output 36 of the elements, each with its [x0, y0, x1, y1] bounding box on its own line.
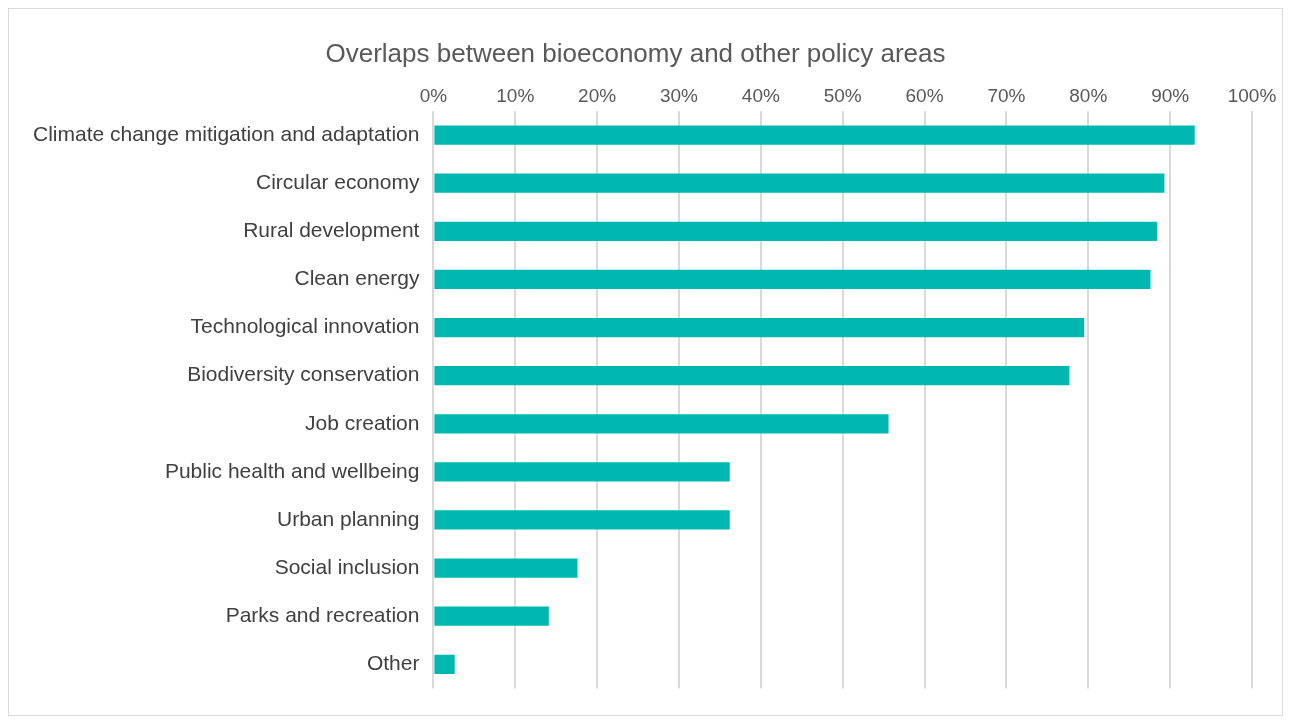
- y-tick-label: Technological innovation: [190, 314, 420, 338]
- y-tick-label: Clean energy: [294, 266, 420, 290]
- bar: [434, 606, 549, 626]
- y-tick-label: Biodiversity conservation: [187, 362, 420, 386]
- x-tick-label: 10%: [496, 84, 535, 106]
- x-tick-label: 0%: [419, 84, 448, 106]
- bar: [434, 125, 1195, 145]
- y-tick-label: Rural development: [243, 218, 420, 242]
- x-tick-label: 20%: [578, 84, 617, 106]
- bar: [434, 654, 455, 674]
- x-tick-label: 100%: [1227, 84, 1277, 106]
- bar: [434, 558, 578, 578]
- x-tick-label: 50%: [823, 84, 862, 106]
- bar: [434, 317, 1085, 338]
- y-tick-label: Social inclusion: [274, 554, 420, 578]
- y-tick-label: Circular economy: [256, 169, 420, 193]
- bar: [434, 462, 730, 482]
- x-tick-label: 70%: [987, 84, 1026, 106]
- bar: [434, 366, 1070, 386]
- x-tick-label: 90%: [1151, 84, 1190, 106]
- y-tick-label: Urban planning: [276, 506, 420, 530]
- x-tick-label: 60%: [905, 84, 944, 106]
- x-tick-label: 40%: [741, 84, 780, 106]
- y-tick-label: Job creation: [305, 410, 420, 434]
- bar: [434, 173, 1165, 193]
- x-tick-label: 30%: [659, 84, 699, 106]
- bar: [434, 269, 1151, 290]
- bar: [434, 221, 1158, 241]
- x-tick-label: 80%: [1069, 84, 1108, 106]
- chart-title: Overlaps between bioeconomy and other policy areas: [325, 37, 946, 68]
- y-tick-label: Parks and recreation: [225, 603, 420, 627]
- bar: [434, 414, 889, 434]
- y-tick-label: Climate change mitigation and adaptation: [33, 121, 420, 145]
- y-tick-label: Public health and wellbeing: [164, 458, 420, 482]
- bar: [434, 510, 730, 530]
- y-tick-label: Other: [366, 651, 420, 675]
